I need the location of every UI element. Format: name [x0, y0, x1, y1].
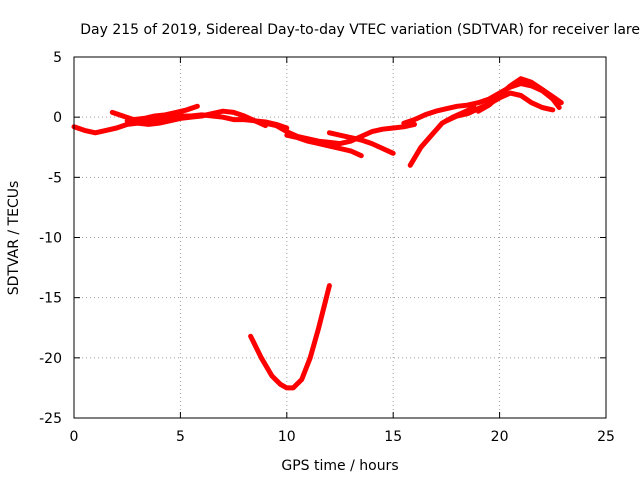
y-axis-label: SDTVAR / TECUs: [6, 181, 22, 296]
x-tick-label: 0: [70, 429, 79, 445]
series-arc-11: [443, 90, 556, 124]
x-axis-label: GPS time / hours: [281, 458, 398, 474]
y-tick-label: -5: [48, 170, 62, 186]
y-tick-label: 5: [53, 50, 62, 66]
x-tick-label: 10: [278, 429, 296, 445]
series-arc-5: [284, 132, 364, 159]
y-tick-label: -20: [39, 351, 62, 367]
series-arc-7: [248, 283, 332, 391]
series-arc-4: [263, 120, 417, 147]
chart-title: Day 215 of 2019, Sidereal Day-to-day VTE…: [80, 22, 640, 38]
plot-frame: [73, 56, 607, 419]
x-tick-label: 20: [491, 429, 509, 445]
x-tick-label: 25: [597, 429, 615, 445]
x-tick-label: 15: [384, 429, 402, 445]
y-tick-label: -15: [39, 291, 62, 307]
series-arc-6: [326, 130, 396, 156]
y-tick-label: -25: [39, 411, 62, 427]
series-arc-3: [124, 108, 268, 129]
y-tick-label: -10: [39, 231, 62, 247]
tick-labels: 0 5 10 15 20 25 -25 -20 -15 -10 -5 0 5: [39, 50, 615, 445]
y-tick-label: 0: [53, 110, 62, 126]
series-arc-2: [109, 103, 200, 123]
data-series: [71, 76, 564, 391]
x-tick-label: 5: [176, 429, 185, 445]
